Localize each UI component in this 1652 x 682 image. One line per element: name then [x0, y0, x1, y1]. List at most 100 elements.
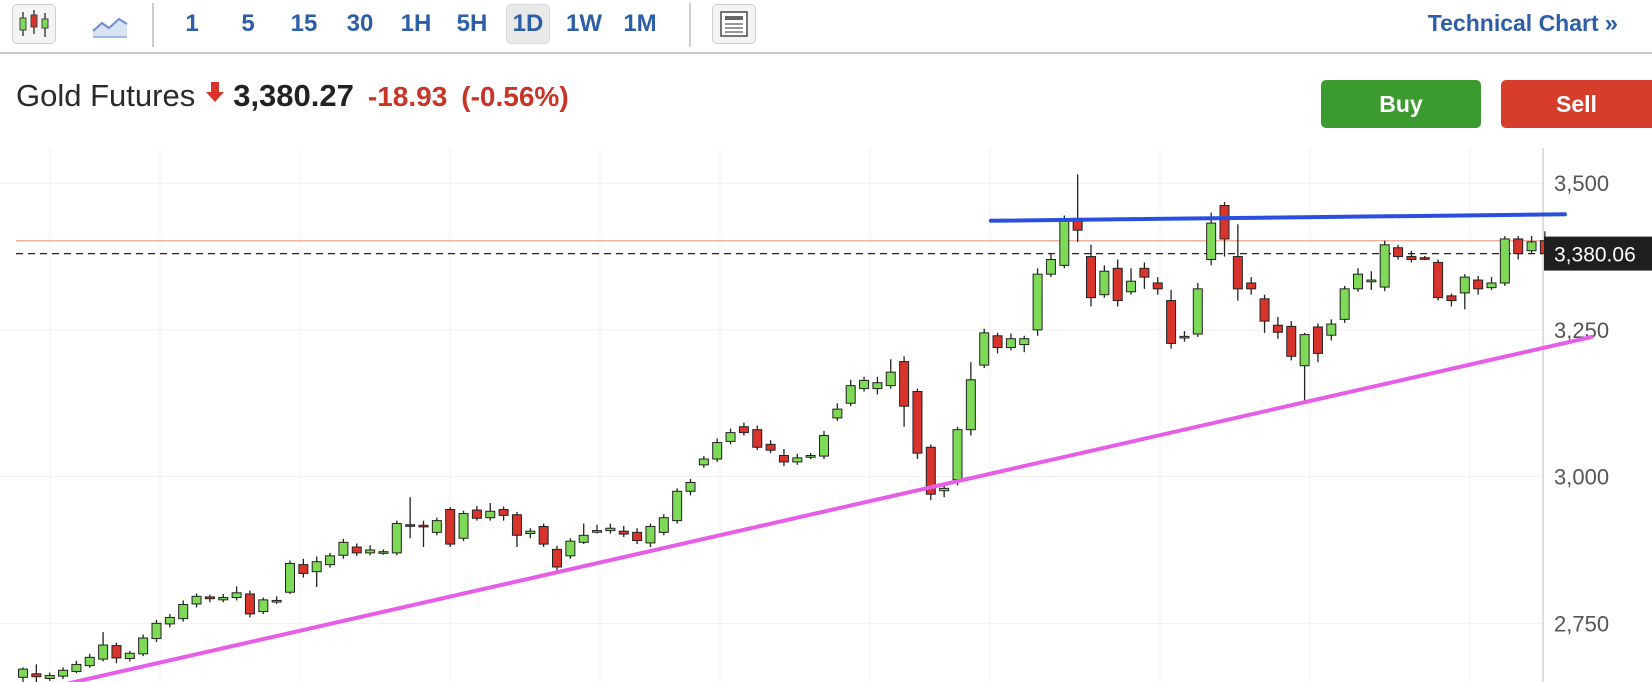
candle-up[interactable] — [18, 668, 28, 678]
candle-down[interactable] — [778, 454, 789, 463]
timeframe-1m[interactable]: 1M — [623, 10, 657, 37]
candle-up[interactable] — [805, 454, 816, 458]
timeframe-5[interactable]: 5 — [241, 10, 255, 37]
candle-down[interactable] — [244, 593, 255, 615]
candle-up[interactable] — [365, 549, 376, 554]
candle-up[interactable] — [258, 599, 269, 613]
candle-up[interactable] — [578, 534, 589, 543]
candle-down[interactable] — [498, 508, 509, 516]
candle-up[interactable] — [1339, 288, 1350, 320]
candle-up[interactable] — [725, 432, 736, 442]
candle-up[interactable] — [885, 371, 896, 387]
candle-up[interactable] — [1126, 280, 1137, 293]
candle-up[interactable] — [979, 332, 990, 366]
timeframe-5h[interactable]: 5H — [456, 10, 488, 37]
candle-down[interactable] — [298, 564, 309, 574]
candle-down[interactable] — [1219, 205, 1230, 240]
candle-down[interactable] — [1513, 238, 1524, 255]
candle-down[interactable] — [538, 525, 549, 545]
candle-down[interactable] — [752, 429, 763, 448]
candle-down[interactable] — [471, 509, 482, 519]
candle-up[interactable] — [1366, 279, 1377, 283]
candle-up[interactable] — [712, 442, 723, 460]
candle-up[interactable] — [565, 540, 576, 557]
candle-down[interactable] — [1393, 247, 1404, 258]
candle-down[interactable] — [1286, 325, 1297, 357]
technical-chart-link[interactable]: Technical Chart» — [1428, 10, 1618, 38]
candle-down[interactable] — [925, 446, 936, 495]
candle-up[interactable] — [191, 595, 202, 605]
candle-up[interactable] — [58, 669, 69, 677]
candle-up[interactable] — [44, 675, 55, 679]
candle-up[interactable] — [698, 458, 709, 466]
area-chart-button[interactable] — [86, 4, 134, 44]
candle-down[interactable] — [552, 548, 562, 568]
timeframe-15[interactable]: 15 — [290, 10, 318, 37]
candle-up[interactable] — [1192, 288, 1203, 335]
candle-down[interactable] — [1312, 326, 1323, 354]
candle-down[interactable] — [1473, 279, 1484, 290]
candle-up[interactable] — [151, 622, 162, 640]
candle-up[interactable] — [218, 596, 229, 601]
candle-up[interactable] — [458, 513, 469, 539]
candle-up[interactable] — [138, 637, 149, 655]
candle-up[interactable] — [431, 520, 442, 533]
candle-up[interactable] — [1005, 338, 1016, 349]
candle-down[interactable] — [1166, 300, 1177, 344]
candle-up[interactable] — [1379, 244, 1390, 288]
candlestick-chart-button[interactable] — [12, 4, 56, 44]
candle-down[interactable] — [351, 546, 362, 554]
candle-up[interactable] — [124, 652, 135, 660]
timeframe-1d[interactable]: 1D — [506, 4, 550, 44]
candle-down[interactable] — [1406, 256, 1417, 260]
candle-up[interactable] — [819, 435, 829, 457]
candle-up[interactable] — [1099, 270, 1110, 296]
candle-down[interactable] — [1446, 295, 1457, 302]
candle-up[interactable] — [1019, 338, 1030, 346]
candle-up[interactable] — [485, 510, 496, 519]
candle-down[interactable] — [1152, 282, 1163, 290]
candle-down[interactable] — [899, 361, 910, 407]
candle-up[interactable] — [645, 525, 656, 544]
candle-down[interactable] — [632, 531, 643, 542]
candle-down[interactable] — [445, 508, 456, 545]
candle-up[interactable] — [939, 487, 950, 492]
candle-up[interactable] — [592, 530, 603, 533]
candle-up[interactable] — [605, 527, 616, 532]
candle-up[interactable] — [1526, 241, 1537, 252]
timeframe-1h[interactable]: 1H — [400, 10, 432, 37]
candle-up[interactable] — [1179, 335, 1190, 339]
candle-down[interactable] — [765, 443, 776, 451]
candle-up[interactable] — [164, 616, 175, 625]
candle-up[interactable] — [872, 382, 883, 390]
candle-up[interactable] — [525, 530, 536, 535]
candle-up[interactable] — [1499, 238, 1510, 284]
candle-up[interactable] — [311, 561, 322, 573]
candle-up[interactable] — [658, 517, 669, 533]
candle-down[interactable] — [1086, 256, 1096, 299]
candle-up[interactable] — [1206, 222, 1217, 260]
resistance-trendline[interactable] — [988, 212, 1567, 223]
candle-up[interactable] — [285, 562, 295, 593]
candle-up[interactable] — [845, 385, 856, 404]
candle-down[interactable] — [111, 645, 122, 659]
candle-up[interactable] — [338, 541, 349, 556]
candle-up[interactable] — [378, 551, 389, 554]
candle-down[interactable] — [618, 530, 629, 535]
timeframe-1[interactable]: 1 — [185, 10, 199, 37]
candle-up[interactable] — [1326, 323, 1337, 336]
candle-down[interactable] — [1232, 256, 1243, 290]
candle-down[interactable] — [1246, 282, 1257, 290]
timeframe-30[interactable]: 30 — [346, 10, 374, 37]
candle-up[interactable] — [685, 481, 696, 492]
candle-down[interactable] — [1272, 324, 1283, 333]
candle-down[interactable] — [738, 426, 749, 434]
candle-up[interactable] — [391, 523, 402, 554]
candle-down[interactable] — [992, 335, 1003, 349]
candle-down[interactable] — [31, 673, 42, 678]
candle-up[interactable] — [84, 656, 95, 667]
candle-up[interactable] — [231, 592, 242, 598]
candle-up[interactable] — [952, 429, 963, 481]
candle-up[interactable] — [71, 663, 82, 672]
news-layout-button[interactable] — [712, 4, 756, 44]
